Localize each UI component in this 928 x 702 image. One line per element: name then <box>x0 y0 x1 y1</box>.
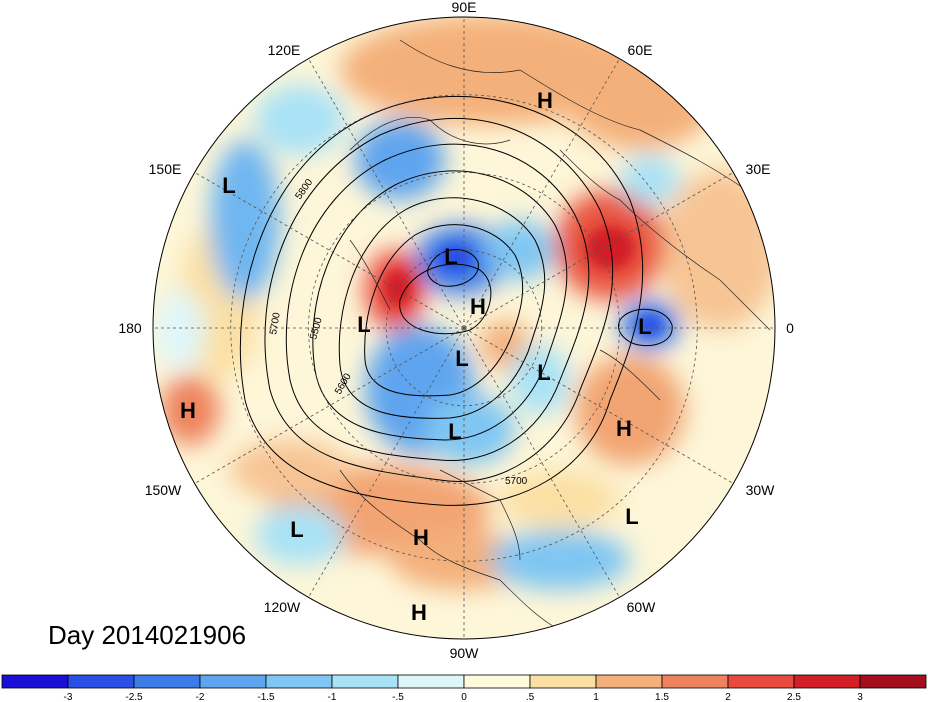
colorbar-tick-label: 2 <box>725 692 731 702</box>
height-contours <box>239 95 673 506</box>
colorbar-boxes <box>1 674 927 689</box>
colorbar-box <box>595 674 663 689</box>
colorbar-box <box>67 674 135 689</box>
colorbar-box <box>793 674 861 689</box>
map-boundary <box>152 16 776 640</box>
longitude-labels: 90E 60E 30E 0 30W 60W 90W 120W 150W 180 … <box>118 0 794 661</box>
pressure-center-low: L <box>222 173 235 198</box>
colorbar: -3 -2.5 -2 -1.5 -1 -.5 0 .5 1 1.5 2 2.5 3 <box>1 674 927 702</box>
colorbar-tick-label: -2.5 <box>125 692 143 702</box>
pressure-center-low: L <box>537 360 550 385</box>
colorbar-tick-label: 3 <box>857 692 863 702</box>
colorbar-box <box>1 674 69 689</box>
polar-map: 90E 60E 30E 0 30W 60W 90W 120W 150W 180 … <box>118 0 794 661</box>
pressure-center-high: H <box>413 525 429 550</box>
colorbar-box <box>199 674 267 689</box>
colorbar-ticks: -3 -2.5 -2 -1.5 -1 -.5 0 .5 1 1.5 2 2.5 3 <box>64 692 864 702</box>
colorbar-tick-label: -1 <box>328 692 337 702</box>
pressure-center-high: H <box>537 88 553 113</box>
colorbar-tick-label: -.5 <box>392 692 404 702</box>
colorbar-tick-label: 2.5 <box>787 692 801 702</box>
colorbar-box <box>727 674 795 689</box>
pressure-center-low: L <box>455 346 468 371</box>
pressure-center-low: L <box>638 314 651 339</box>
contour-label: 5700 <box>268 311 283 335</box>
lon-label-150e: 150E <box>149 161 182 177</box>
graticule <box>153 17 775 639</box>
colorbar-box <box>859 674 927 689</box>
colorbar-box <box>397 674 465 689</box>
pressure-center-low: L <box>290 517 303 542</box>
pressure-center-low: L <box>357 312 370 337</box>
lon-label-30w: 30W <box>746 482 776 498</box>
lon-label-90e: 90E <box>452 0 477 15</box>
pressure-center-low: L <box>625 504 638 529</box>
lon-label-60w: 60W <box>627 599 657 615</box>
pressure-center-high: H <box>470 294 486 319</box>
lon-label-30e: 30E <box>746 161 771 177</box>
map-title: Day 2014021906 <box>48 620 247 650</box>
lon-label-180: 180 <box>118 320 142 336</box>
lon-label-0: 0 <box>786 320 794 336</box>
colorbar-box <box>463 674 531 689</box>
lon-label-120e: 120E <box>268 42 301 58</box>
pressure-centers: H L L H L L L L L H H L L H H <box>180 88 652 625</box>
colorbar-tick-label: 1 <box>593 692 599 702</box>
colorbar-tick-label: .5 <box>526 692 535 702</box>
colorbar-box <box>331 674 399 689</box>
pressure-center-low: L <box>444 244 457 269</box>
colorbar-box <box>133 674 201 689</box>
lon-label-60e: 60E <box>628 42 653 58</box>
lon-label-150w: 150W <box>145 482 182 498</box>
pressure-center-high: H <box>616 416 632 441</box>
colorbar-tick-label: -3 <box>64 692 73 702</box>
lon-label-90w: 90W <box>450 645 480 661</box>
pressure-center-high: H <box>180 398 196 423</box>
anomaly-field <box>153 17 775 639</box>
pressure-center-low: L <box>448 419 461 444</box>
pressure-center-high: H <box>411 600 427 625</box>
colorbar-tick-label: 1.5 <box>655 692 669 702</box>
colorbar-tick-label: 0 <box>461 692 467 702</box>
colorbar-tick-label: -1.5 <box>257 692 275 702</box>
colorbar-box <box>265 674 333 689</box>
colorbar-tick-label: -2 <box>196 692 205 702</box>
coastlines <box>339 39 771 631</box>
contour-label: 5700 <box>505 476 528 487</box>
colorbar-box <box>529 674 597 689</box>
lon-label-120w: 120W <box>264 599 301 615</box>
colorbar-box <box>661 674 729 689</box>
